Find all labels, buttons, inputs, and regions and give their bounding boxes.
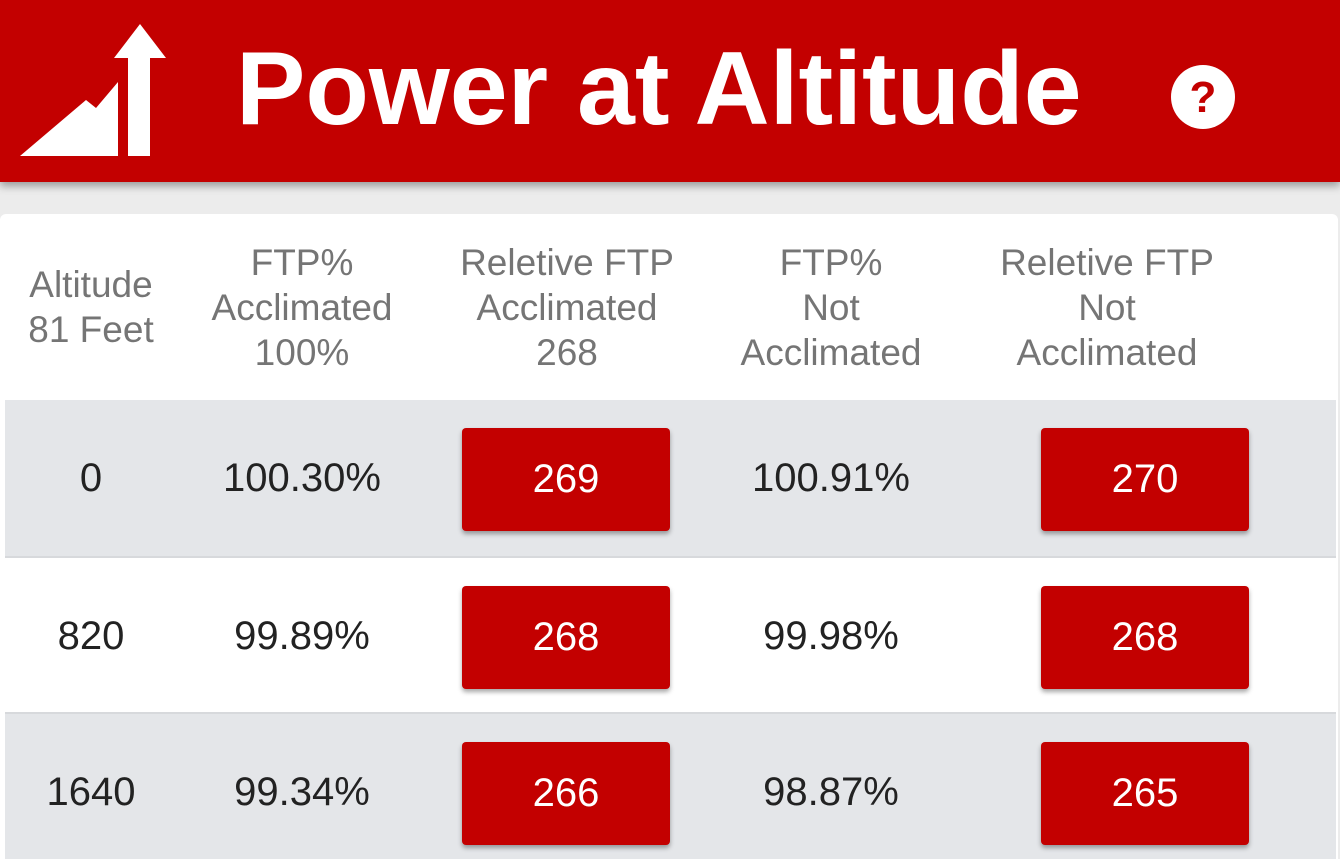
ftp-acclimated-value: 99.34% bbox=[234, 769, 370, 814]
relative-ftp-acclimated-button[interactable]: 269 bbox=[462, 428, 670, 531]
relative-ftp-acclimated-button[interactable]: 268 bbox=[462, 586, 670, 689]
header-altitude: Altitude 81 Feet bbox=[28, 264, 154, 350]
mountain-arrow-icon bbox=[20, 24, 166, 156]
ftp-acclimated-value: 99.89% bbox=[234, 613, 370, 658]
relative-ftp-acclimated-button[interactable]: 266 bbox=[462, 742, 670, 845]
header-relative-ftp-not-acclimated: Reletive FTP Not Acclimated bbox=[1000, 241, 1214, 373]
page-title: Power at Altitude bbox=[236, 31, 1082, 147]
relative-ftp-not-acclimated-button[interactable]: 268 bbox=[1041, 586, 1249, 689]
power-table: Altitude 81 Feet FTP% Acclimated 100% Re… bbox=[0, 214, 1338, 859]
table-header: Altitude 81 Feet FTP% Acclimated 100% Re… bbox=[0, 214, 1338, 400]
ftp-acclimated-value: 100.30% bbox=[223, 455, 381, 500]
ftp-not-acclimated-value: 99.98% bbox=[763, 613, 899, 658]
table-row: 0 100.30% 269 100.91% 270 bbox=[5, 400, 1336, 556]
svg-text:?: ? bbox=[1190, 73, 1217, 122]
relative-ftp-not-acclimated-button[interactable]: 270 bbox=[1041, 428, 1249, 531]
table-row: 1640 99.34% 266 98.87% 265 bbox=[5, 712, 1336, 859]
header-relative-ftp-acclimated: Reletive FTP Acclimated 268 bbox=[460, 241, 674, 373]
relative-ftp-not-acclimated-button[interactable]: 265 bbox=[1041, 742, 1249, 845]
app-bar: Power at Altitude ? bbox=[0, 0, 1340, 182]
table-row: 820 99.89% 268 99.98% 268 bbox=[5, 556, 1336, 714]
header-ftp-not-acclimated: FTP% Not Acclimated bbox=[740, 241, 922, 373]
altitude-value: 820 bbox=[57, 613, 125, 658]
ftp-not-acclimated-value: 100.91% bbox=[752, 455, 910, 500]
altitude-value: 1640 bbox=[46, 769, 136, 814]
header-ftp-acclimated: FTP% Acclimated 100% bbox=[211, 241, 393, 373]
ftp-not-acclimated-value: 98.87% bbox=[763, 769, 899, 814]
question-icon[interactable]: ? bbox=[1170, 64, 1236, 130]
altitude-value: 0 bbox=[79, 455, 103, 500]
